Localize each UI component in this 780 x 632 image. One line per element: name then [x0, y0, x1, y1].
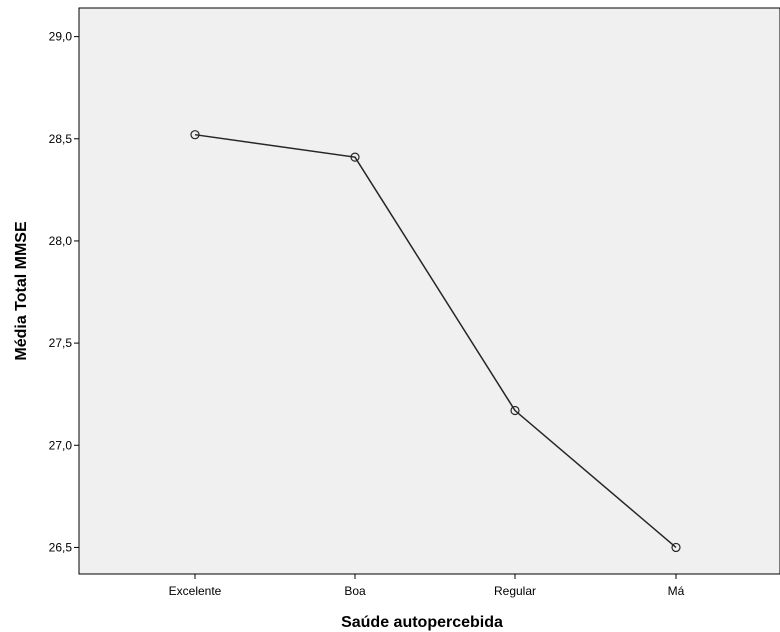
y-tick-label: 29,0: [49, 30, 73, 44]
y-axis: 29,0 28,5 28,0 27,5 27,0 26,5: [49, 30, 79, 554]
y-tick-label: 28,5: [49, 132, 73, 146]
series-layer: [190, 130, 681, 553]
y-tick-label: 27,0: [49, 438, 73, 452]
x-tick-label: Excelente: [169, 584, 222, 598]
data-point: [350, 152, 360, 162]
data-point: [671, 542, 681, 553]
y-axis-title: Média Total MMSE: [13, 221, 30, 361]
y-tick-label: 27,5: [49, 336, 73, 350]
series-line: [194, 133, 677, 549]
x-tick-label: Má: [668, 584, 685, 598]
plot-area: [78, 7, 780, 575]
y-tick-label: 28,0: [49, 234, 73, 248]
data-point: [510, 405, 520, 416]
x-axis: Excelente Boa Regular Má: [169, 574, 685, 598]
x-axis-title: Saúde autopercebida: [341, 614, 503, 631]
x-tick-label: Regular: [494, 584, 536, 598]
x-tick-label: Boa: [344, 584, 366, 598]
y-tick-label: 26,5: [49, 540, 73, 554]
data-point: [190, 130, 200, 140]
